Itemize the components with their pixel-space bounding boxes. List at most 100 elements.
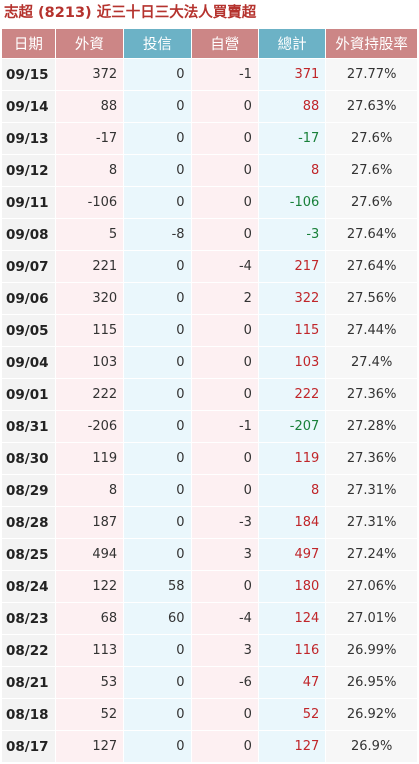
cell-dealer: 0 <box>191 571 258 602</box>
cell-trust: 0 <box>124 507 191 538</box>
cell-dealer: 0 <box>191 699 258 730</box>
cell-date: 09/14 <box>2 91 55 122</box>
cell-foreign: 8 <box>55 155 124 186</box>
cell-trust: 0 <box>124 411 191 442</box>
cell-total: 222 <box>258 379 326 410</box>
cell-foreign-ratio: 27.01% <box>326 603 417 634</box>
cell-trust: 0 <box>124 59 191 90</box>
cell-foreign-ratio: 27.4% <box>326 347 417 378</box>
table-row: 08/24 122 58 0 180 27.06% <box>2 571 417 602</box>
cell-total: 184 <box>258 507 326 538</box>
cell-dealer: -4 <box>191 603 258 634</box>
cell-foreign: 103 <box>55 347 124 378</box>
cell-total: 119 <box>258 443 326 474</box>
cell-dealer: 0 <box>191 219 258 250</box>
cell-foreign: 320 <box>55 283 124 314</box>
cell-trust: 0 <box>124 251 191 282</box>
cell-total: -3 <box>258 219 326 250</box>
table-row: 09/01 222 0 0 222 27.36% <box>2 379 417 410</box>
cell-total: 371 <box>258 59 326 90</box>
cell-total: -106 <box>258 187 326 218</box>
cell-total: 52 <box>258 699 326 730</box>
cell-dealer: 0 <box>191 123 258 154</box>
table-row: 08/30 119 0 0 119 27.36% <box>2 443 417 474</box>
cell-total: 322 <box>258 283 326 314</box>
cell-foreign: 127 <box>55 731 124 762</box>
table-row: 09/11 -106 0 0 -106 27.6% <box>2 187 417 218</box>
cell-foreign-ratio: 27.24% <box>326 539 417 570</box>
cell-dealer: 0 <box>191 443 258 474</box>
cell-date: 08/30 <box>2 443 55 474</box>
table-row: 09/08 5 -8 0 -3 27.64% <box>2 219 417 250</box>
cell-total: 8 <box>258 155 326 186</box>
cell-trust: 58 <box>124 571 191 602</box>
cell-date: 09/15 <box>2 59 55 90</box>
cell-total: -17 <box>258 123 326 154</box>
cell-trust: 0 <box>124 187 191 218</box>
cell-date: 08/28 <box>2 507 55 538</box>
cell-trust: 0 <box>124 699 191 730</box>
table-row: 09/07 221 0 -4 217 27.64% <box>2 251 417 282</box>
cell-foreign-ratio: 27.36% <box>326 443 417 474</box>
cell-foreign-ratio: 27.44% <box>326 315 417 346</box>
cell-foreign-ratio: 27.36% <box>326 379 417 410</box>
cell-total: 127 <box>258 731 326 762</box>
cell-total: 115 <box>258 315 326 346</box>
cell-date: 09/13 <box>2 123 55 154</box>
cell-foreign: 5 <box>55 219 124 250</box>
cell-total: 497 <box>258 539 326 570</box>
cell-dealer: -1 <box>191 59 258 90</box>
cell-date: 09/08 <box>2 219 55 250</box>
cell-foreign-ratio: 27.06% <box>326 571 417 602</box>
table-row: 09/14 88 0 0 88 27.63% <box>2 91 417 122</box>
table-row: 08/29 8 0 0 8 27.31% <box>2 475 417 506</box>
cell-foreign-ratio: 26.99% <box>326 635 417 666</box>
cell-dealer: 3 <box>191 635 258 666</box>
cell-date: 08/31 <box>2 411 55 442</box>
table-row: 09/04 103 0 0 103 27.4% <box>2 347 417 378</box>
cell-total: 180 <box>258 571 326 602</box>
cell-trust: 0 <box>124 379 191 410</box>
cell-foreign-ratio: 27.6% <box>326 187 417 218</box>
cell-foreign: 122 <box>55 571 124 602</box>
cell-date: 08/23 <box>2 603 55 634</box>
cell-total: 8 <box>258 475 326 506</box>
cell-foreign-ratio: 27.63% <box>326 91 417 122</box>
table-row: 08/22 113 0 3 116 26.99% <box>2 635 417 666</box>
cell-foreign: 222 <box>55 379 124 410</box>
cell-foreign: -106 <box>55 187 124 218</box>
cell-dealer: -4 <box>191 251 258 282</box>
cell-dealer: 0 <box>191 91 258 122</box>
cell-date: 09/01 <box>2 379 55 410</box>
table-row: 08/18 52 0 0 52 26.92% <box>2 699 417 730</box>
cell-trust: -8 <box>124 219 191 250</box>
cell-trust: 0 <box>124 283 191 314</box>
table-row: 09/06 320 0 2 322 27.56% <box>2 283 417 314</box>
cell-foreign: 68 <box>55 603 124 634</box>
cell-foreign: 221 <box>55 251 124 282</box>
cell-foreign-ratio: 26.9% <box>326 731 417 762</box>
header-date: 日期 <box>2 29 55 58</box>
cell-total: -207 <box>258 411 326 442</box>
cell-dealer: 0 <box>191 379 258 410</box>
header-total: 總計 <box>258 29 326 58</box>
cell-foreign: 115 <box>55 315 124 346</box>
cell-date: 08/21 <box>2 667 55 698</box>
cell-foreign-ratio: 27.31% <box>326 507 417 538</box>
cell-trust: 0 <box>124 539 191 570</box>
cell-foreign-ratio: 27.6% <box>326 123 417 154</box>
header-dealer: 自營 <box>191 29 258 58</box>
cell-trust: 0 <box>124 155 191 186</box>
header-foreign-ratio: 外資持股率 <box>326 29 417 58</box>
cell-foreign: 494 <box>55 539 124 570</box>
cell-total: 103 <box>258 347 326 378</box>
cell-date: 09/05 <box>2 315 55 346</box>
cell-date: 08/29 <box>2 475 55 506</box>
cell-foreign: 372 <box>55 59 124 90</box>
cell-foreign: 113 <box>55 635 124 666</box>
cell-dealer: -3 <box>191 507 258 538</box>
cell-dealer: 0 <box>191 475 258 506</box>
cell-trust: 0 <box>124 635 191 666</box>
cell-date: 09/07 <box>2 251 55 282</box>
cell-foreign: 119 <box>55 443 124 474</box>
